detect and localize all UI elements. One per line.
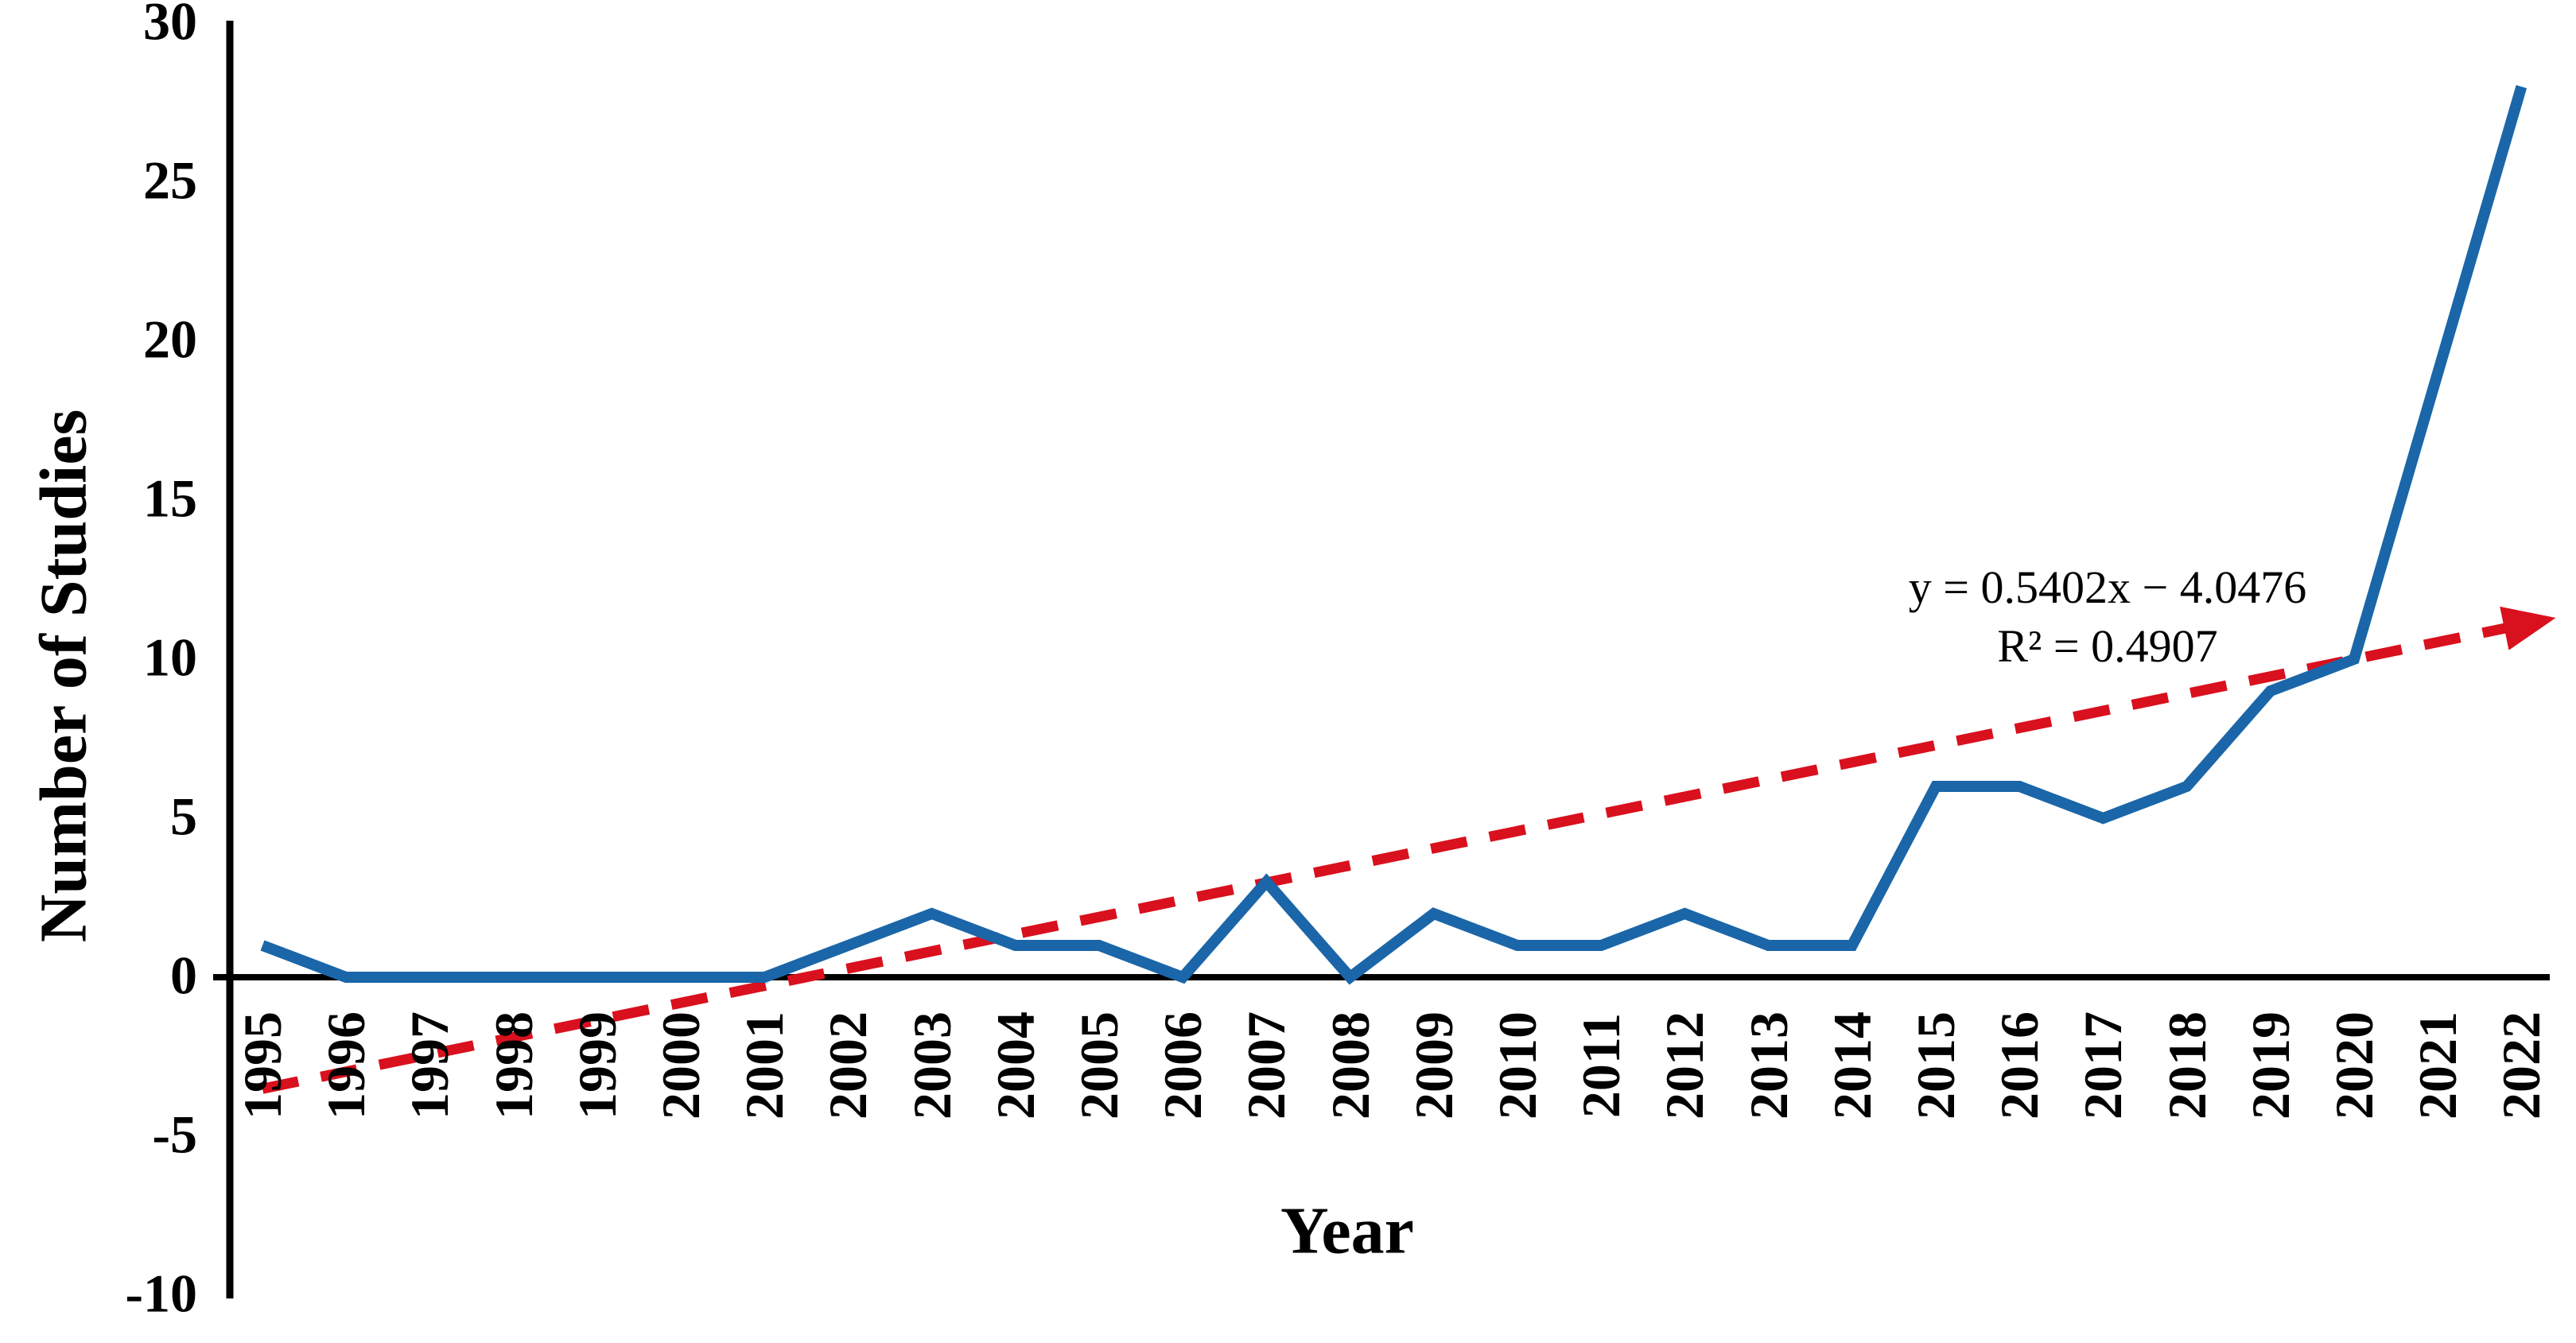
x-tick-label: 2014: [1821, 1011, 1882, 1120]
x-tick-label: 2013: [1738, 1011, 1799, 1120]
y-tick-label: -10: [125, 1263, 197, 1324]
y-tick-label: -5: [152, 1104, 197, 1165]
x-tick-label: 2016: [1989, 1011, 2050, 1120]
x-tick-label: 1998: [483, 1011, 544, 1120]
y-tick-label: 5: [170, 786, 197, 847]
x-tick-label: 2004: [985, 1011, 1046, 1120]
x-tick-label: 2020: [2324, 1011, 2384, 1120]
y-tick-label: 0: [170, 945, 197, 1006]
x-tick-label: 2005: [1069, 1011, 1129, 1120]
x-tick-label: 2002: [818, 1011, 879, 1120]
y-tick-label: 20: [143, 309, 197, 370]
y-tick-label: 30: [143, 0, 197, 52]
x-tick-label: 2007: [1236, 1011, 1297, 1120]
series-line: [260, 85, 2527, 985]
x-tick-label: 2011: [1571, 1012, 1632, 1119]
y-tick-label: 15: [143, 468, 197, 529]
y-tick-label: 25: [143, 149, 197, 211]
x-tick-label: 2019: [2240, 1011, 2301, 1120]
y-tick-label: 10: [143, 627, 197, 688]
x-tick-label: 2009: [1403, 1011, 1464, 1120]
x-tick-label: 2003: [901, 1011, 962, 1120]
x-tick-label: 2017: [2073, 1011, 2134, 1120]
trendline: [261, 606, 2556, 1094]
x-tick-label: 2015: [1906, 1011, 1966, 1120]
trendline-equation-line2: R² = 0.4907: [1997, 620, 2218, 672]
x-tick-label: 2006: [1152, 1011, 1214, 1120]
x-tick-label: 2022: [2491, 1011, 2552, 1120]
x-tick-label: 1995: [232, 1011, 293, 1120]
x-tick-label: 1997: [399, 1011, 460, 1120]
trendline-equation: y = 0.5402x − 4.0476 R² = 0.4907: [1909, 558, 2306, 676]
x-tick-label: 2021: [2407, 1011, 2469, 1120]
trendline-equation-line1: y = 0.5402x − 4.0476: [1908, 561, 2307, 613]
x-tick-label: 1999: [566, 1011, 627, 1120]
x-tick-label: 2000: [651, 1011, 711, 1120]
x-tick-label: 2010: [1487, 1011, 1548, 1120]
x-tick-label: 1996: [316, 1011, 377, 1120]
x-axis-title: Year: [1280, 1194, 1414, 1268]
x-tick-label: 2012: [1654, 1011, 1715, 1120]
x-tick-label: 2001: [734, 1011, 795, 1120]
x-tick-label: 2008: [1319, 1011, 1381, 1120]
x-tick-label: 2018: [2156, 1011, 2217, 1120]
